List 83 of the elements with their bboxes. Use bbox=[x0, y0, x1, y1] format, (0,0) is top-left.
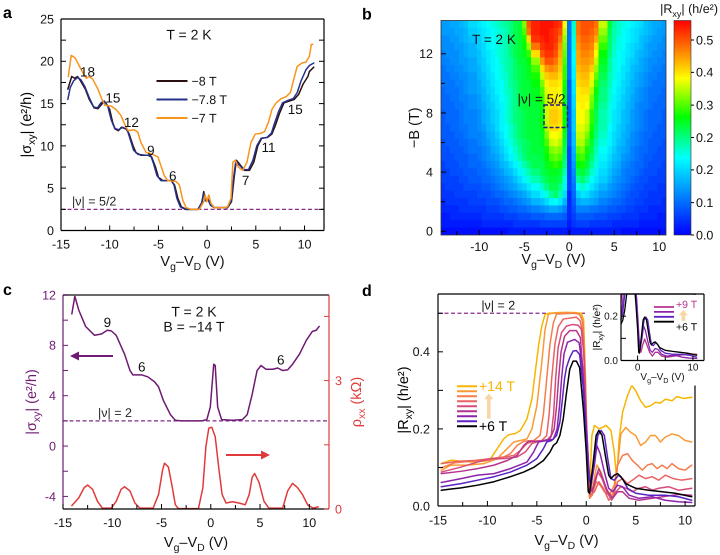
y-tick-label: 0 bbox=[426, 224, 434, 239]
x-axis-title: V$_{g}$–V$_{D}$ (V) bbox=[640, 372, 685, 385]
x-tick-label: 10 bbox=[652, 240, 666, 254]
color-bar-label: 0.0 bbox=[696, 228, 714, 242]
legend-label: −8 T bbox=[192, 74, 217, 88]
x-axis-title: V$_{g}$–V$_{D}$ (V) bbox=[164, 535, 228, 554]
y-tick-label: 12 bbox=[42, 288, 56, 302]
y2-tick-label: 0 bbox=[335, 502, 342, 516]
chart-title: b bbox=[362, 6, 372, 24]
annotation: 9 bbox=[104, 314, 112, 330]
x-tick-label: 10 bbox=[298, 238, 312, 252]
x-tick-label: 5 bbox=[256, 516, 264, 530]
y-tick-label: 15 bbox=[40, 96, 54, 111]
text: +6 T bbox=[479, 418, 508, 434]
annotation: 15 bbox=[288, 102, 303, 118]
legend-label: −7 T bbox=[192, 111, 217, 126]
y-tick-label: 25 bbox=[40, 12, 54, 26]
y-tick-label: 4 bbox=[426, 166, 434, 180]
y-tick-label: -4 bbox=[44, 490, 56, 504]
y-tick-label: 0.2 bbox=[412, 422, 430, 436]
color-bar-label: 0.4 bbox=[696, 66, 714, 80]
y-tick-label: 5 bbox=[47, 182, 54, 196]
color-bar-label: 0.2 bbox=[696, 130, 714, 145]
x-tick-label: 0 bbox=[566, 240, 573, 254]
y-tick-label: 0.4 bbox=[412, 345, 430, 360]
x-tick-label: 0 bbox=[582, 514, 590, 528]
annotation: T = 2 K bbox=[166, 26, 212, 43]
x-tick-label: 0 bbox=[204, 238, 211, 252]
legend-label: +14 T bbox=[479, 378, 516, 394]
ref-line-label: |ν| = 2 bbox=[98, 406, 132, 420]
x-tick-label: -5 bbox=[156, 516, 168, 530]
x-tick-label: 10 bbox=[678, 514, 692, 528]
y-tick-label: 4 bbox=[49, 389, 56, 404]
legend-label: −7.8 T bbox=[192, 92, 228, 107]
x-tick-label: -10 bbox=[470, 240, 488, 254]
annotation: T = 2 K bbox=[472, 32, 516, 48]
y-tick-label: 0 bbox=[49, 439, 56, 454]
x-axis-title: V$_{g}$–V$_{D}$ (V) bbox=[160, 254, 225, 274]
x-tick-label: 10 bbox=[302, 516, 316, 530]
x-tick-label: -5 bbox=[152, 238, 164, 252]
x-tick-label: 0 bbox=[207, 516, 214, 530]
legend-label: +6 T bbox=[676, 321, 698, 334]
x-tick-label: 5 bbox=[252, 238, 260, 252]
annotation: T = 2 K bbox=[171, 304, 218, 320]
color-bar-label: 0.2 bbox=[696, 163, 714, 178]
y-tick-label: 20 bbox=[40, 54, 54, 69]
x-tick-label: -15 bbox=[52, 238, 70, 252]
chart-title: a bbox=[3, 5, 12, 22]
x-tick-label: -10 bbox=[103, 516, 122, 530]
annotation: 6 bbox=[138, 360, 146, 375]
annotation: 15 bbox=[105, 90, 120, 106]
annotation: 7 bbox=[242, 173, 250, 188]
x-tick-label: -10 bbox=[478, 514, 496, 528]
y-tick-label: 0 bbox=[47, 224, 54, 238]
x-tick-label: -5 bbox=[518, 240, 530, 254]
annotation: 11 bbox=[261, 140, 276, 156]
color-bar-title: |R$_{xy}$| (h/e²) bbox=[660, 2, 718, 18]
color-bar-label: 0.5 bbox=[696, 33, 714, 48]
annotation: 6 bbox=[277, 352, 285, 368]
y-tick-label: 10 bbox=[40, 139, 54, 154]
x-tick-label: -5 bbox=[531, 514, 542, 528]
chart-title: c bbox=[3, 282, 12, 299]
y-tick-label: 8 bbox=[49, 338, 56, 353]
x-axis-title: V$_{g}$–V$_{D}$ (V) bbox=[534, 533, 599, 552]
x-axis-title: V$_{g}$–V$_{D}$ (V) bbox=[521, 252, 586, 272]
chart-title: d bbox=[362, 283, 372, 300]
x-tick-label: 5 bbox=[632, 514, 640, 528]
annotation: 12 bbox=[124, 115, 139, 130]
color-bar-label: 0.1 bbox=[696, 196, 714, 210]
annotation: |ν| = 2 bbox=[481, 298, 516, 313]
ref-line-label: |ν| = 5/2 bbox=[72, 194, 116, 208]
y-axis-title: −B (T) bbox=[407, 107, 423, 148]
annotation: 6 bbox=[169, 168, 177, 184]
y2-tick-label: 3 bbox=[335, 374, 342, 388]
y-tick-label: 0.0 bbox=[412, 499, 430, 514]
legend-label: +9 T bbox=[676, 299, 698, 312]
x-tick-label: -15 bbox=[428, 514, 448, 528]
y-tick-label: 8 bbox=[426, 106, 434, 120]
x-tick-label: -10 bbox=[100, 238, 119, 252]
annotation: B = −14 T bbox=[163, 318, 226, 335]
y-tick-label: 12 bbox=[419, 47, 434, 62]
x-tick-label: -15 bbox=[54, 516, 72, 530]
color-bar-label: 0.3 bbox=[696, 98, 714, 113]
